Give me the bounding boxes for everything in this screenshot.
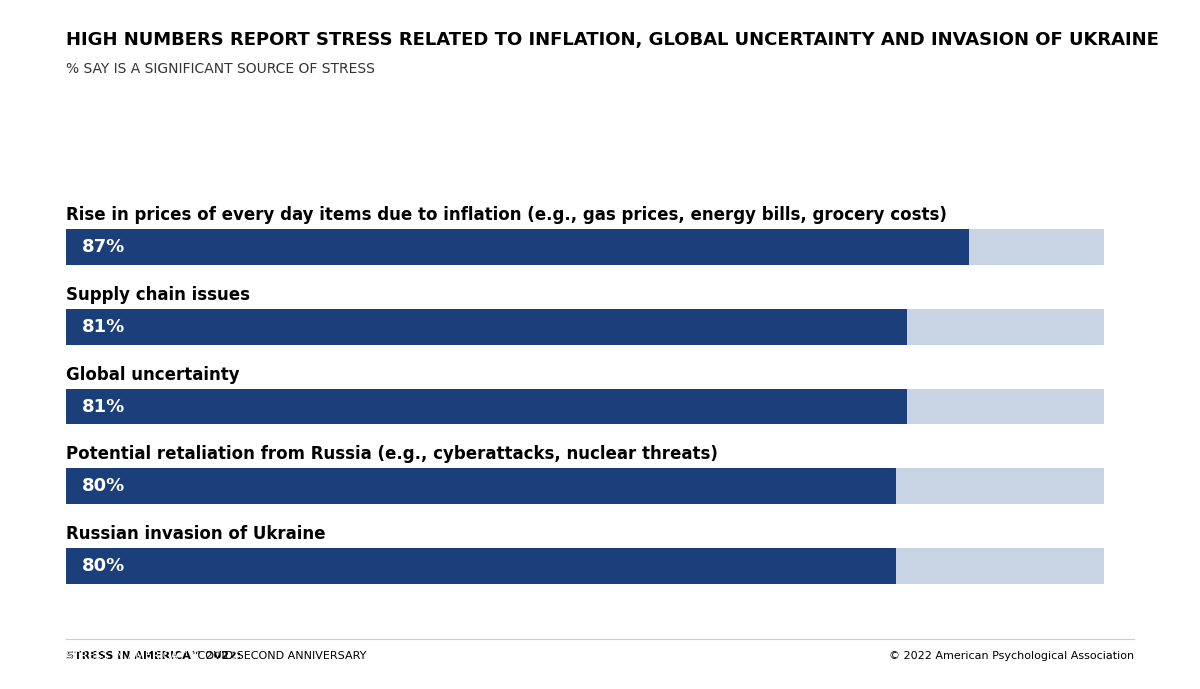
Bar bbox=[66, 309, 1104, 344]
Text: % SAY IS A SIGNIFICANT SOURCE OF STRESS: % SAY IS A SIGNIFICANT SOURCE OF STRESS bbox=[66, 62, 374, 76]
Text: 87%: 87% bbox=[82, 238, 125, 256]
Bar bbox=[66, 309, 907, 344]
Bar bbox=[66, 548, 1104, 584]
Bar bbox=[66, 389, 1104, 424]
Text: 80%: 80% bbox=[82, 557, 125, 575]
Text: COVID SECOND ANNIVERSARY: COVID SECOND ANNIVERSARY bbox=[194, 651, 367, 661]
Text: © 2022 American Psychological Association: © 2022 American Psychological Associatio… bbox=[889, 651, 1134, 661]
Text: 80%: 80% bbox=[82, 477, 125, 495]
Text: Rise in prices of every day items due to inflation (e.g., gas prices, energy bil: Rise in prices of every day items due to… bbox=[66, 207, 947, 225]
Bar bbox=[66, 469, 1104, 504]
Text: 81%: 81% bbox=[82, 398, 125, 415]
Text: Potential retaliation from Russia (e.g., cyberattacks, nuclear threats): Potential retaliation from Russia (e.g.,… bbox=[66, 446, 718, 464]
Bar bbox=[66, 469, 896, 504]
Text: Russian invasion of Ukraine: Russian invasion of Ukraine bbox=[66, 525, 325, 543]
Bar bbox=[66, 229, 970, 265]
Text: 81%: 81% bbox=[82, 318, 125, 336]
Text: Supply chain issues: Supply chain issues bbox=[66, 286, 250, 304]
Text: HIGH NUMBERS REPORT STRESS RELATED TO INFLATION, GLOBAL UNCERTAINTY AND INVASION: HIGH NUMBERS REPORT STRESS RELATED TO IN… bbox=[66, 31, 1159, 49]
Bar bbox=[66, 229, 1104, 265]
Text: STRESS IN AMERICA™ 2022: COVID SECOND ANNIVERSARY: STRESS IN AMERICA™ 2022: COVID SECOND AN… bbox=[66, 651, 397, 661]
Text: Global uncertainty: Global uncertainty bbox=[66, 366, 240, 384]
Bar bbox=[66, 389, 907, 424]
Text: STRESS IN AMERICA™ 2022:: STRESS IN AMERICA™ 2022: bbox=[66, 651, 241, 661]
Bar bbox=[66, 548, 896, 584]
